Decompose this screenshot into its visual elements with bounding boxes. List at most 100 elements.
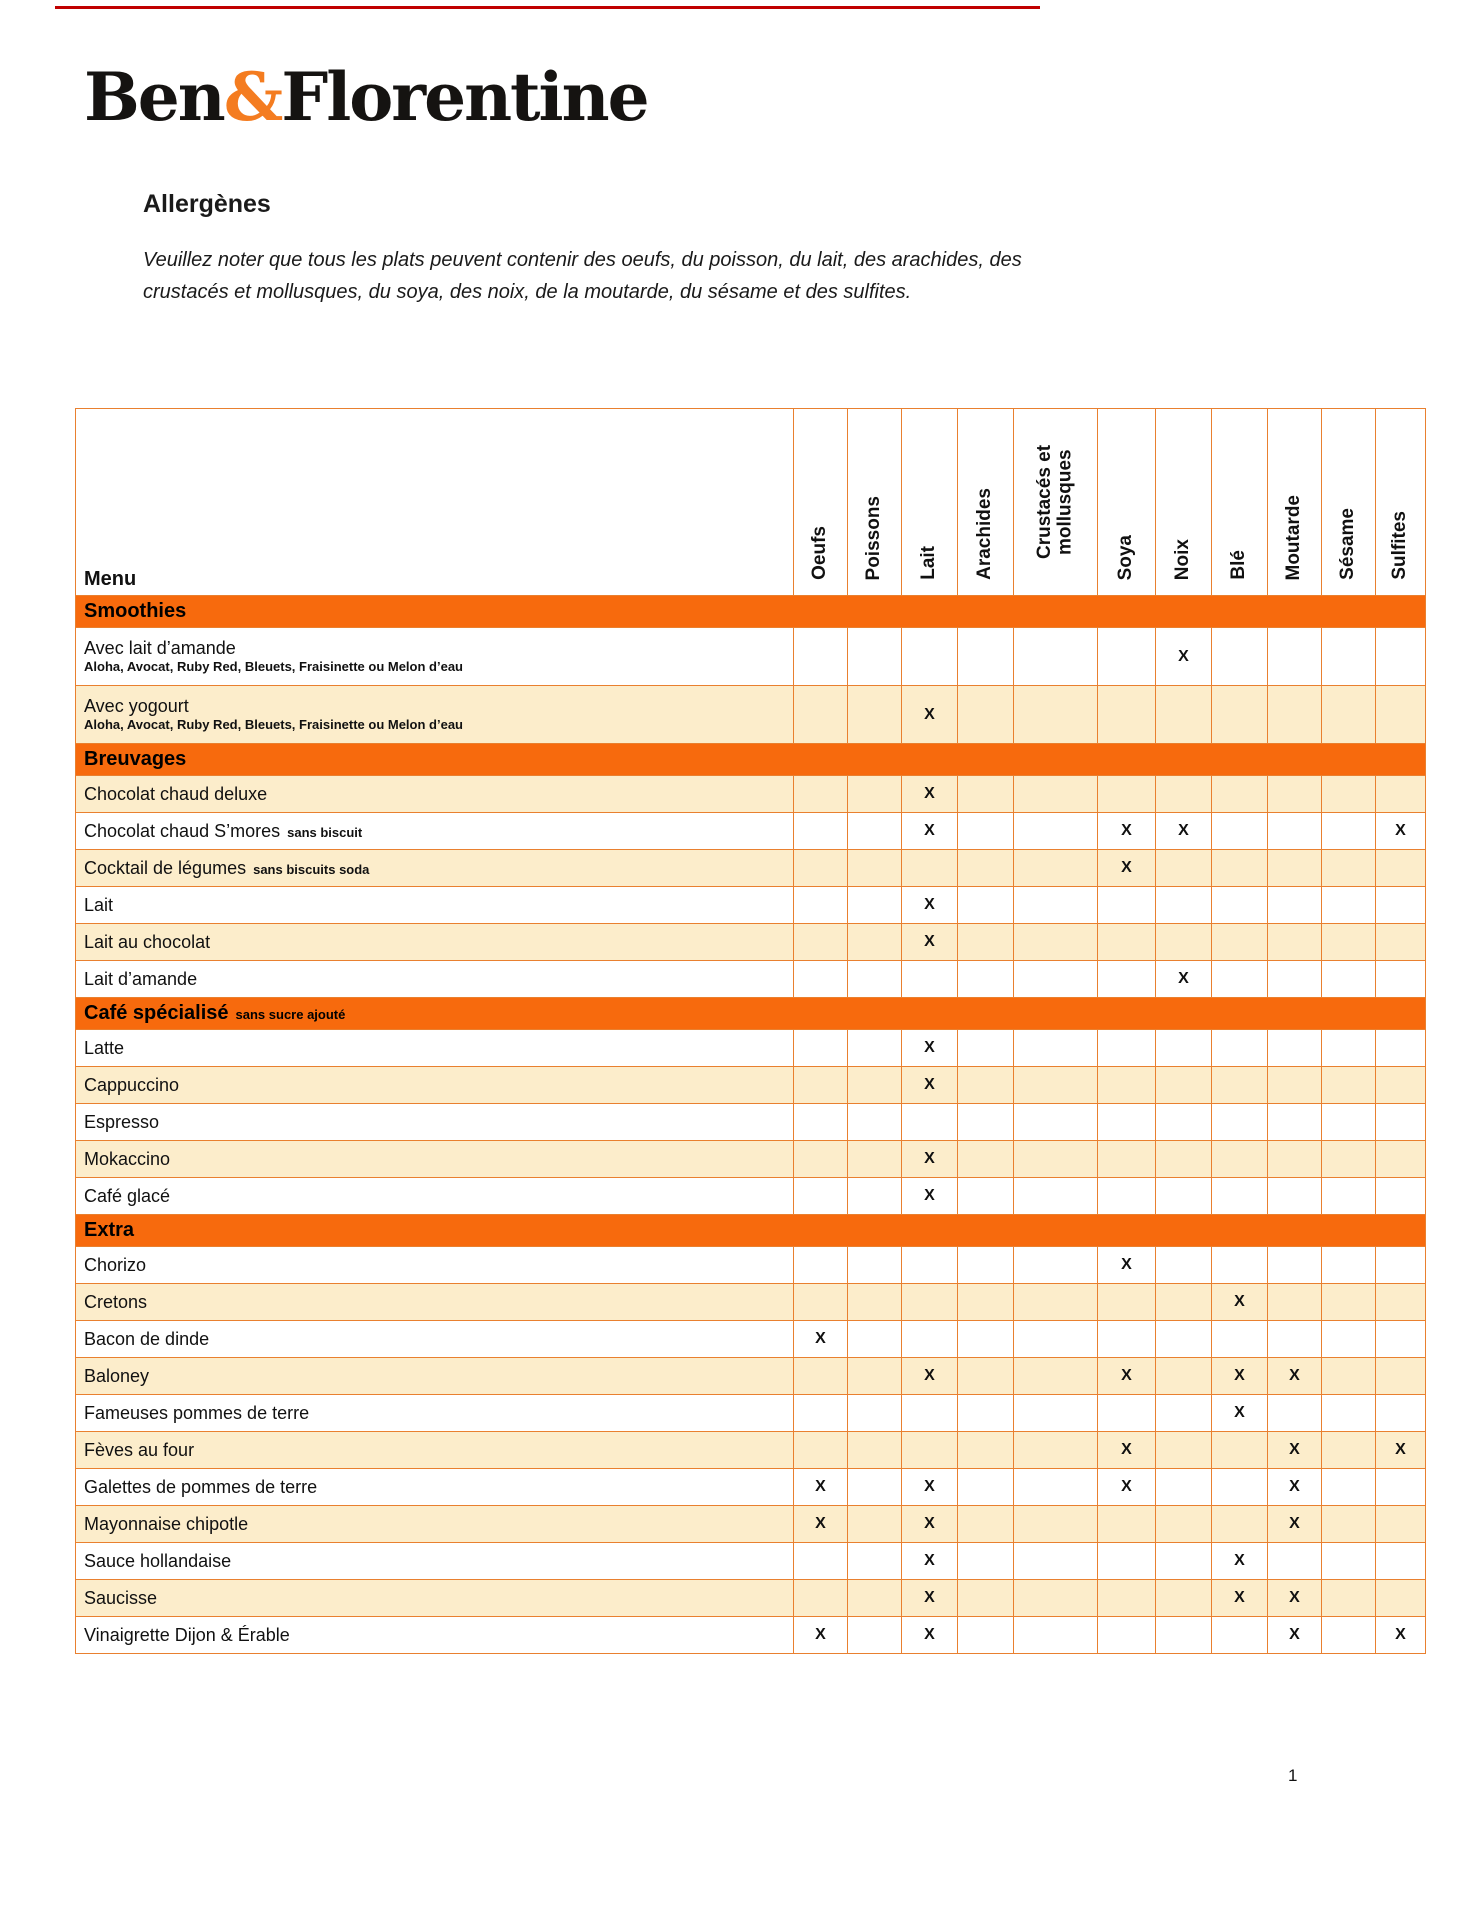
allergen-cell-sulfites bbox=[1375, 1542, 1426, 1580]
row-label: Lait au chocolat bbox=[84, 931, 211, 952]
allergen-cell-crustaces-et-mollusques bbox=[1013, 1505, 1098, 1543]
allergen-cell-lait bbox=[901, 1394, 958, 1432]
allergen-cell-noix bbox=[1155, 775, 1212, 813]
allergen-cell-ble bbox=[1211, 812, 1268, 850]
allergen-cell-sesame bbox=[1321, 1103, 1376, 1141]
allergen-cell-soya bbox=[1097, 775, 1156, 813]
allergen-cell-poissons bbox=[847, 1357, 902, 1395]
allergen-cell-crustaces-et-mollusques bbox=[1013, 1394, 1098, 1432]
allergen-cell-soya bbox=[1097, 627, 1156, 686]
header-row: Menu Oeufs Poissons Lait Arachides Crustacés … bbox=[75, 408, 1426, 596]
allergen-cell-sesame bbox=[1321, 685, 1376, 744]
allergen-cell-oeufs bbox=[793, 775, 848, 813]
section-bar-cell-extra: Extra bbox=[75, 1214, 1426, 1247]
table-row: Espresso bbox=[75, 1103, 1426, 1141]
allergen-cell-oeufs bbox=[793, 1246, 848, 1284]
row-label: Avec lait d’amande bbox=[84, 638, 236, 659]
allergen-cell-noix bbox=[1155, 685, 1212, 744]
allergen-cell-lait bbox=[901, 1431, 958, 1469]
brand-logo: Ben&Florentine bbox=[84, 58, 650, 136]
intro-line-1: Veuillez noter que tous les plats peuven… bbox=[143, 249, 1022, 271]
allergen-cell-oeufs bbox=[793, 960, 848, 998]
row-menu-cell: Mayonnaise chipotle bbox=[75, 1505, 794, 1543]
column-header-label-crustaces-et-mollusques: Crustacés et mollusques bbox=[1033, 444, 1076, 560]
row-menu-cell: Chorizo bbox=[75, 1246, 794, 1284]
allergen-cell-lait bbox=[901, 849, 958, 887]
row-note: sans biscuit bbox=[287, 824, 363, 840]
allergen-cell-sesame bbox=[1321, 1140, 1376, 1178]
row-label: Cocktail de légumes bbox=[84, 857, 247, 878]
section-bar-extra: Extra bbox=[75, 1214, 1426, 1247]
allergen-cell-lait bbox=[901, 1103, 958, 1141]
allergen-cell-sulfites bbox=[1375, 1246, 1426, 1284]
allergen-cell-moutarde bbox=[1267, 1320, 1322, 1358]
allergen-cell-soya: X bbox=[1097, 849, 1156, 887]
row-menu-cell: Cocktail de légumes sans biscuits soda bbox=[75, 849, 794, 887]
allergen-cell-lait: X bbox=[901, 1140, 958, 1178]
allergen-cell-arachides bbox=[957, 1505, 1014, 1543]
allergen-cell-arachides bbox=[957, 960, 1014, 998]
row-label: Lait bbox=[84, 894, 114, 915]
top-red-line bbox=[55, 6, 1040, 9]
allergen-cell-poissons bbox=[847, 1394, 902, 1432]
table-row: Mokaccino X bbox=[75, 1140, 1426, 1178]
allergen-cell-poissons bbox=[847, 775, 902, 813]
allergen-cell-noix bbox=[1155, 1140, 1212, 1178]
allergen-cell-noix bbox=[1155, 1283, 1212, 1321]
row-label: Fameuses pommes de terre bbox=[84, 1402, 310, 1423]
allergen-cell-lait: X bbox=[901, 1177, 958, 1215]
row-menu-cell: Lait au chocolat bbox=[75, 923, 794, 961]
column-header-lait: Lait bbox=[901, 408, 958, 596]
allergen-cell-oeufs: X bbox=[793, 1468, 848, 1506]
allergen-cell-sulfites bbox=[1375, 1066, 1426, 1104]
table-row: Mayonnaise chipotle X X X bbox=[75, 1505, 1426, 1543]
allergen-cell-poissons bbox=[847, 1177, 902, 1215]
allergen-cell-ble bbox=[1211, 775, 1268, 813]
allergen-cell-oeufs bbox=[793, 1542, 848, 1580]
row-menu-cell: Chocolat chaud deluxe bbox=[75, 775, 794, 813]
allergen-cell-sulfites bbox=[1375, 685, 1426, 744]
allergen-cell-arachides bbox=[957, 923, 1014, 961]
allergen-cell-lait bbox=[901, 627, 958, 686]
allergen-cell-ble bbox=[1211, 960, 1268, 998]
allergen-cell-moutarde bbox=[1267, 886, 1322, 924]
allergen-cell-ble bbox=[1211, 685, 1268, 744]
row-menu-cell: Vinaigrette Dijon & Érable bbox=[75, 1616, 794, 1654]
allergen-cell-oeufs bbox=[793, 1029, 848, 1067]
allergen-cell-moutarde bbox=[1267, 685, 1322, 744]
allergen-cell-moutarde bbox=[1267, 812, 1322, 850]
allergen-cell-crustaces-et-mollusques bbox=[1013, 1468, 1098, 1506]
table-row: Avec lait d’amande Aloha, Avocat, Ruby Re… bbox=[75, 627, 1426, 686]
table-row: Chocolat chaud deluxe X bbox=[75, 775, 1426, 813]
allergen-cell-soya bbox=[1097, 1140, 1156, 1178]
row-menu-cell: Baloney bbox=[75, 1357, 794, 1395]
allergen-cell-sulfites bbox=[1375, 1103, 1426, 1141]
allergen-cell-noix bbox=[1155, 1431, 1212, 1469]
allergen-cell-oeufs bbox=[793, 1177, 848, 1215]
allergen-cell-moutarde: X bbox=[1267, 1431, 1322, 1469]
table-row: Cappuccino X bbox=[75, 1066, 1426, 1104]
allergen-cell-poissons bbox=[847, 960, 902, 998]
allergen-cell-ble bbox=[1211, 1103, 1268, 1141]
allergen-cell-sesame bbox=[1321, 923, 1376, 961]
row-menu-cell: Mokaccino bbox=[75, 1140, 794, 1178]
allergen-cell-oeufs bbox=[793, 685, 848, 744]
allergen-cell-moutarde bbox=[1267, 1029, 1322, 1067]
allergen-cell-sulfites bbox=[1375, 627, 1426, 686]
allergen-cell-moutarde bbox=[1267, 627, 1322, 686]
row-label: Mokaccino bbox=[84, 1148, 171, 1169]
allergen-cell-arachides bbox=[957, 1283, 1014, 1321]
column-header-arachides: Arachides bbox=[957, 408, 1014, 596]
allergen-cell-soya bbox=[1097, 960, 1156, 998]
allergen-cell-ble bbox=[1211, 1029, 1268, 1067]
allergen-cell-sulfites: X bbox=[1375, 1616, 1426, 1654]
column-header-poissons: Poissons bbox=[847, 408, 902, 596]
column-header-label-sesame: Sésame bbox=[1337, 508, 1359, 580]
allergen-cell-noix: X bbox=[1155, 627, 1212, 686]
allergen-cell-lait: X bbox=[901, 1542, 958, 1580]
row-label: Baloney bbox=[84, 1365, 150, 1386]
row-menu-cell: Lait bbox=[75, 886, 794, 924]
section-title: Smoothies bbox=[84, 600, 187, 622]
allergen-cell-noix bbox=[1155, 1177, 1212, 1215]
